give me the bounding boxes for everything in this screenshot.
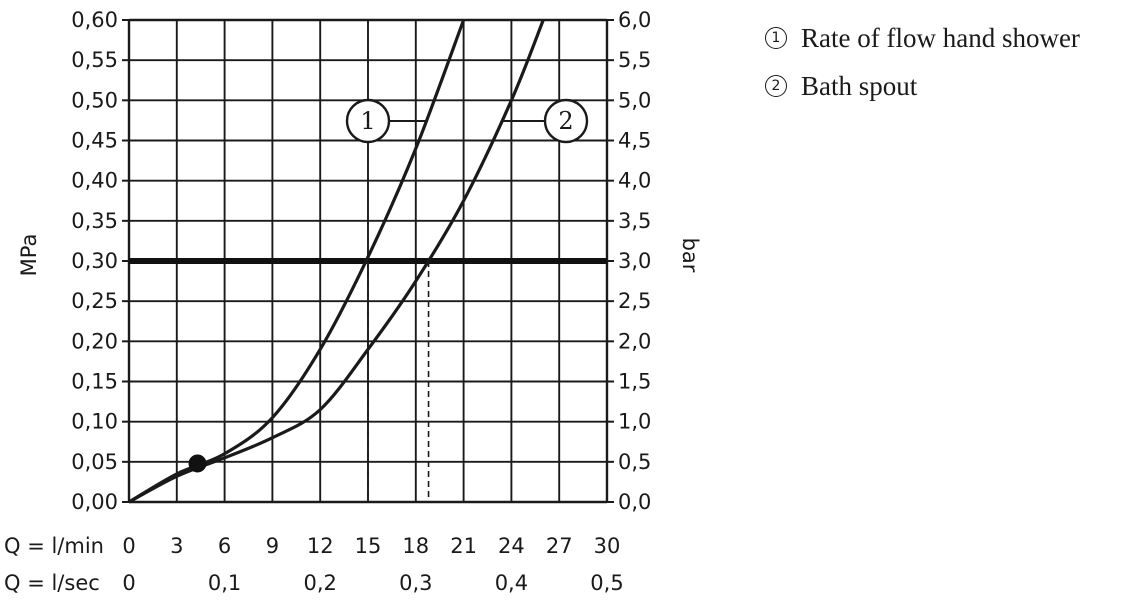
y-right-tick-label: 1,0 bbox=[618, 410, 651, 434]
legend-label-1: Rate of flow hand shower bbox=[801, 22, 1080, 53]
x-row1-tick-label: 9 bbox=[266, 534, 279, 558]
y-right-tick-label: 4,0 bbox=[618, 169, 651, 193]
curve-callout-label-2: 2 bbox=[558, 107, 573, 135]
y-left-tick-label: 0,30 bbox=[71, 249, 118, 273]
legend-number-1: 1 bbox=[765, 27, 787, 49]
y-right-tick-label: 5,0 bbox=[618, 88, 651, 112]
curve-2 bbox=[128, 19, 545, 504]
y-right-tick-label: 1,5 bbox=[618, 370, 651, 394]
x-row1-tick-label: 27 bbox=[546, 534, 573, 558]
y-left-tick-label: 0,50 bbox=[71, 88, 118, 112]
x-row1-tick-label: 6 bbox=[218, 534, 231, 558]
y-right-tick-label: 5,5 bbox=[618, 48, 651, 72]
x-row2-tick-label: 0,2 bbox=[303, 571, 336, 595]
y-right-tick-label: 0,0 bbox=[618, 490, 651, 514]
x-row1-tick-label: 18 bbox=[402, 534, 429, 558]
x-row1-tick-label: 24 bbox=[498, 534, 525, 558]
legend: 1 Rate of flow hand shower 2 Bath spout bbox=[765, 14, 1080, 110]
legend-item-hand-shower: 1 Rate of flow hand shower bbox=[765, 14, 1080, 62]
x-row1-tick-label: 21 bbox=[450, 534, 477, 558]
x-row2-tick-label: 0,1 bbox=[208, 571, 241, 595]
drop-lines bbox=[367, 261, 430, 502]
y-left-axis-label: MPa bbox=[17, 234, 41, 277]
y-right-tick-label: 6,0 bbox=[618, 8, 651, 32]
minimum-pressure-dot bbox=[188, 454, 207, 473]
x-row1-tick-label: 15 bbox=[355, 534, 382, 558]
x-row2-tick-label: 0,4 bbox=[495, 571, 528, 595]
y-left-tick-label: 0,20 bbox=[71, 329, 118, 353]
x-row1-tick-label: 30 bbox=[594, 534, 621, 558]
y-right-tick-label: 3,5 bbox=[618, 209, 651, 233]
tick-labels: 0,000,050,100,150,200,250,300,350,400,45… bbox=[71, 8, 651, 595]
y-left-tick-label: 0,55 bbox=[71, 48, 118, 72]
y-right-axis-label: bar bbox=[678, 238, 702, 273]
y-left-tick-label: 0,40 bbox=[71, 169, 118, 193]
y-left-tick-label: 0,45 bbox=[71, 129, 118, 153]
y-right-tick-label: 3,0 bbox=[618, 249, 651, 273]
y-right-tick-label: 4,5 bbox=[618, 129, 651, 153]
y-left-tick-label: 0,25 bbox=[71, 289, 118, 313]
x-row1-label: Q = l/min bbox=[4, 534, 104, 558]
y-right-tick-label: 2,0 bbox=[618, 329, 651, 353]
legend-label-2: Bath spout bbox=[801, 70, 918, 101]
y-right-tick-label: 2,5 bbox=[618, 289, 651, 313]
x-row2-tick-label: 0,3 bbox=[399, 571, 432, 595]
y-right-tick-label: 0,5 bbox=[618, 450, 651, 474]
legend-item-bath-spout: 2 Bath spout bbox=[765, 62, 1080, 110]
curve-callout-circle-1 bbox=[345, 98, 391, 144]
curve-callout-circle-2 bbox=[543, 98, 589, 144]
x-row1-tick-label: 0 bbox=[122, 534, 135, 558]
y-left-tick-label: 0,35 bbox=[71, 209, 118, 233]
y-left-tick-label: 0,15 bbox=[71, 370, 118, 394]
y-left-tick-label: 0,10 bbox=[71, 410, 118, 434]
y-left-tick-label: 0,05 bbox=[71, 450, 118, 474]
x-row2-tick-label: 0 bbox=[122, 571, 135, 595]
x-row1-tick-label: 3 bbox=[170, 534, 183, 558]
legend-number-2: 2 bbox=[765, 75, 787, 97]
x-row2-tick-label: 0,5 bbox=[590, 571, 623, 595]
y-left-tick-label: 0,00 bbox=[71, 490, 118, 514]
curve-callout-label-1: 1 bbox=[360, 107, 375, 135]
x-row1-tick-label: 12 bbox=[307, 534, 334, 558]
x-row2-label: Q = l/sec bbox=[4, 571, 100, 595]
y-left-tick-label: 0,60 bbox=[71, 8, 118, 32]
